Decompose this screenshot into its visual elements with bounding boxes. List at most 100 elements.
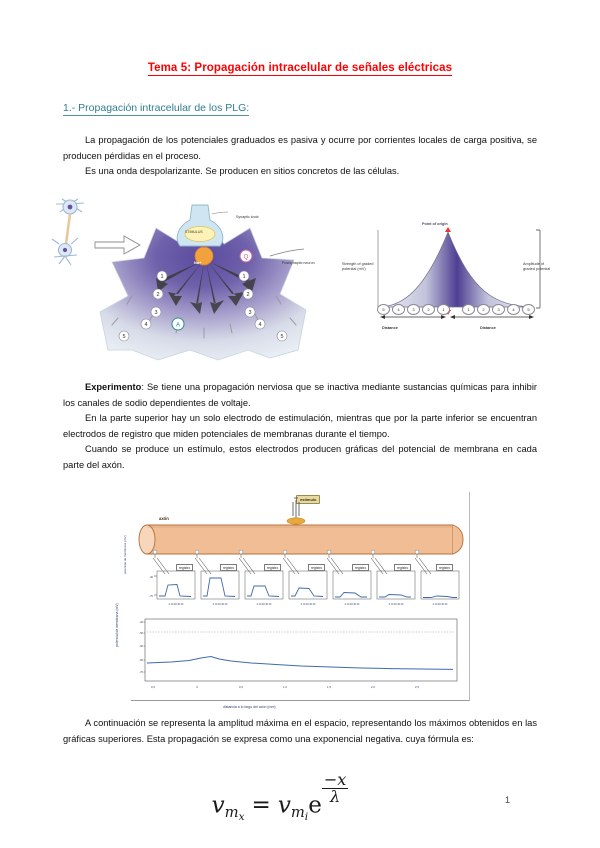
svg-text:0 10 20 30 40: 0 10 20 30 40	[301, 603, 316, 606]
chart-ylabel-strength: Strength of graded potential (mV)	[342, 262, 374, 271]
svg-text:2: 2	[156, 292, 159, 298]
svg-text:-65: -65	[139, 658, 143, 662]
svg-text:-70: -70	[139, 670, 143, 674]
formula-rhs-sub2: i	[304, 811, 309, 824]
marker-circle-left-1: 1	[437, 304, 450, 315]
paragraph-experiment-line3: Cuando se produce un estímulo, estos ele…	[63, 444, 537, 470]
svg-text:0 10 20 30 40: 0 10 20 30 40	[433, 603, 448, 606]
axon-decay-chart: potencial de membrana (mV) umbral distan…	[115, 603, 469, 709]
marker-circle-right-4: 4	[507, 304, 520, 315]
formula-equals: =	[251, 792, 271, 819]
svg-text:0 10 20 30 40: 0 10 20 30 40	[257, 603, 272, 606]
svg-text:2,5: 2,5	[415, 685, 419, 689]
label-registro-7: registro	[436, 564, 454, 571]
formula-exp-numerator: −x	[323, 770, 347, 789]
svg-text:Q: Q	[244, 255, 249, 261]
formula-exponential-decay: vmx = vmie −x λ	[0, 770, 560, 824]
label-postsynaptic-neuron: Postsynaptic neuron	[282, 261, 315, 265]
marker-circle-left-4: 4	[392, 304, 405, 315]
section-heading: 1.- Propagación intracelular de los PLG:	[63, 102, 250, 116]
graded-potential-chart: Point of origin Strength of graded poten…	[340, 216, 558, 358]
label-registro-2: registro	[220, 564, 238, 571]
postsynaptic-neuron-illustration: 1 1 2 2 3 3 4 4 5 5 A Q	[99, 227, 307, 361]
formula-exp-denominator: λ	[321, 788, 349, 805]
svg-text:2,0: 2,0	[371, 685, 375, 689]
svg-text:0: 0	[196, 685, 198, 689]
axon-illustration	[138, 497, 464, 575]
svg-text:-50: -50	[139, 631, 143, 635]
svg-text:5: 5	[280, 334, 283, 340]
figure-axon-experiment: estímulo axón	[115, 492, 470, 709]
paragraph-intro-line2: Es una onda despolarizante. Se producen …	[85, 166, 400, 176]
marker-circle-right-1: 1	[462, 304, 475, 315]
chart-ylabel-amplitude: Amplitude of graded potential	[523, 262, 551, 271]
page-number: 1	[505, 795, 511, 805]
formula-lhs-sub: m	[224, 804, 239, 822]
chart-xlabel-distance-left: Distance	[382, 326, 398, 330]
marker-circle-left-5: 5	[377, 304, 390, 315]
chart-xlabel-distance-right: Distance	[480, 326, 496, 330]
svg-text:1: 1	[242, 274, 245, 280]
svg-text:0,5: 0,5	[239, 685, 243, 689]
formula-lhs-base: v	[211, 792, 225, 819]
formula-exponent-fraction: −x λ	[321, 770, 349, 806]
svg-text:0,5: 0,5	[151, 685, 155, 689]
decay-chart-xlabel: distancia a lo largo del axón (mm)	[223, 705, 276, 709]
paragraph-experiment-rest: : Se tiene una propagación nerviosa que …	[63, 382, 537, 408]
marker-circle-right-5: 5	[522, 304, 535, 315]
label-registro-1: registro	[176, 564, 194, 571]
paragraph-intro: La propagación de los potenciales gradua…	[63, 133, 537, 180]
decay-chart-ylabel: potencial de membrana (mV)	[115, 603, 119, 647]
figure-graded-potential: 1 1 2 2 3 3 4 4 5 5 A Q	[40, 196, 558, 368]
paragraph-experiment-lead: Experimento	[85, 382, 142, 392]
marker-circle-right-2: 2	[477, 304, 490, 315]
formula-exp-base: e	[308, 792, 322, 819]
svg-text:0 10 20 30 40: 0 10 20 30 40	[169, 603, 184, 606]
formula-rhs-base: v	[277, 792, 291, 819]
paragraph-formula-intro-text: A continuación se representa la amplitud…	[63, 718, 537, 744]
magnify-arrow-icon	[94, 235, 141, 255]
page-title-text: Tema 5: Propagación intracelular de seña…	[147, 62, 453, 76]
figure-bottom-rule	[131, 700, 469, 701]
svg-text:1,5: 1,5	[327, 685, 331, 689]
formula-rhs-sub: m	[290, 804, 305, 822]
decay-chart-plot: -40 -50 -60 -65 -70 0,5 0 0	[139, 618, 458, 689]
svg-text:-40: -40	[139, 620, 143, 624]
svg-text:-40: -40	[149, 575, 153, 579]
marker-circle-right-3: 3	[492, 304, 505, 315]
chart-title-point-of-origin: Point of origin	[422, 222, 448, 226]
label-stimulus: STIMULUS	[185, 230, 203, 234]
label-stimulus-box: estímulo	[296, 495, 321, 504]
svg-text:0 10 20 30 40: 0 10 20 30 40	[345, 603, 360, 606]
page-title: Tema 5: Propagación intracelular de seña…	[0, 62, 600, 76]
label-registro-4: registro	[308, 564, 326, 571]
panels-ylabel: potencial de membrana (mV)	[123, 535, 127, 574]
marker-circle-left-3: 3	[407, 304, 420, 315]
graded-potential-plot	[377, 227, 541, 319]
svg-text:0 10 20 30 40: 0 10 20 30 40	[213, 603, 228, 606]
svg-text:3: 3	[248, 310, 251, 316]
svg-text:2: 2	[246, 292, 249, 298]
label-axon: axón	[159, 516, 169, 521]
label-registro-3: registro	[264, 564, 282, 571]
paragraph-experiment: Experimento: Se tiene una propagación ne…	[63, 380, 537, 473]
svg-text:1,0: 1,0	[283, 685, 287, 689]
label-registro-6: registro	[394, 564, 412, 571]
synaptic-knob-illustration	[176, 204, 229, 247]
svg-text:-60: -60	[139, 644, 143, 648]
marker-circle-left-2: 2	[422, 304, 435, 315]
svg-text:-70: -70	[149, 594, 153, 598]
svg-text:0 10 20 30 40: 0 10 20 30 40	[389, 603, 404, 606]
svg-text:1: 1	[160, 274, 163, 280]
paragraph-formula-intro: A continuación se representa la amplitud…	[63, 716, 537, 747]
svg-text:3: 3	[154, 310, 157, 316]
svg-text:A: A	[176, 323, 180, 329]
svg-text:4: 4	[258, 322, 261, 328]
recording-panels-chart: -40 -70	[149, 570, 460, 606]
label-sodium-ion: Na+	[194, 260, 202, 265]
label-registro-5: registro	[352, 564, 370, 571]
label-synaptic-knob: Synaptic knob	[236, 215, 259, 219]
svg-text:4: 4	[144, 322, 147, 328]
paragraph-intro-line1: La propagación de los potenciales gradua…	[63, 135, 537, 161]
